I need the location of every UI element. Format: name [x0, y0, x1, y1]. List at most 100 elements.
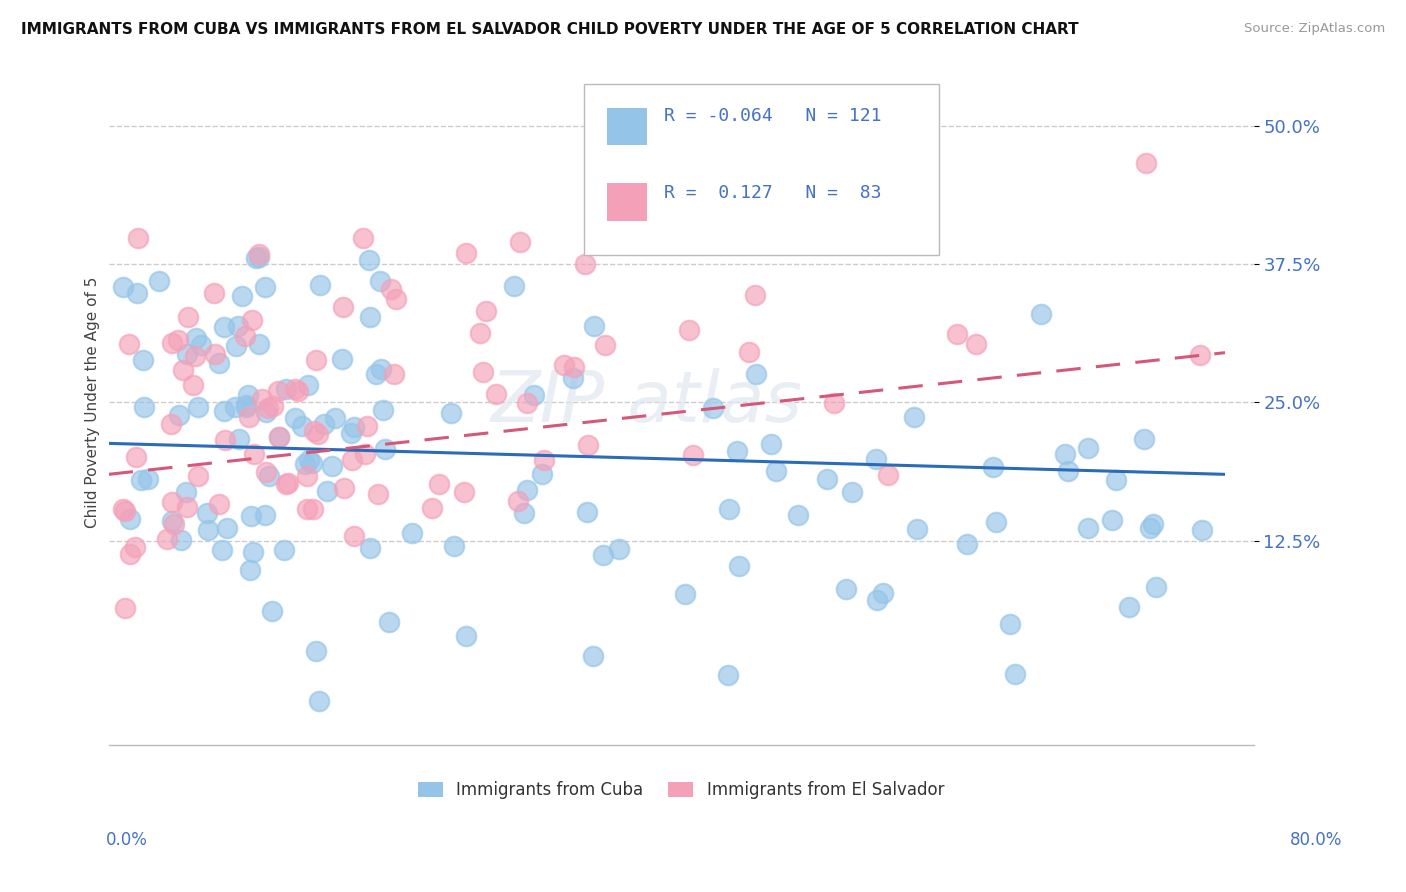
Point [245, 251, 267, 265]
Point [1105, 473, 1128, 487]
Point [204, 347, 226, 361]
Point [1004, 667, 1026, 681]
Point [725, 444, 748, 458]
Point [1077, 441, 1099, 455]
Point [330, 352, 353, 367]
Point [304, 424, 326, 438]
Point [195, 506, 218, 520]
Point [576, 505, 599, 519]
Point [1142, 517, 1164, 532]
Point [981, 459, 1004, 474]
Point [815, 472, 838, 486]
Point [226, 318, 249, 333]
Point [284, 382, 307, 396]
Point [453, 484, 475, 499]
Point [523, 388, 546, 402]
Point [593, 338, 616, 352]
Point [401, 526, 423, 541]
Point [212, 320, 235, 334]
Point [475, 304, 498, 318]
Point [212, 403, 235, 417]
Point [235, 398, 257, 412]
Point [125, 450, 148, 464]
Point [382, 367, 405, 381]
Point [738, 345, 761, 359]
Point [440, 406, 463, 420]
FancyBboxPatch shape [583, 84, 939, 255]
Point [190, 338, 212, 352]
Point [162, 495, 184, 509]
Point [202, 285, 225, 300]
Point [506, 494, 529, 508]
Bar [607, 183, 647, 220]
Point [273, 542, 295, 557]
Point [1139, 521, 1161, 535]
Point [965, 336, 987, 351]
Point [607, 542, 630, 557]
Point [359, 310, 381, 325]
Point [295, 469, 318, 483]
Point [236, 388, 259, 402]
Point [456, 246, 478, 260]
Point [308, 694, 330, 708]
Point [160, 514, 183, 528]
Point [111, 502, 134, 516]
Point [332, 300, 354, 314]
Point [267, 430, 290, 444]
Point [163, 516, 186, 531]
Text: 80.0%: 80.0% [1291, 831, 1343, 849]
Point [170, 533, 193, 548]
Point [118, 512, 141, 526]
Point [301, 456, 323, 470]
Point [745, 367, 768, 381]
Point [239, 563, 262, 577]
Point [371, 403, 394, 417]
Point [112, 280, 135, 294]
Point [129, 473, 152, 487]
Point [305, 643, 328, 657]
Point [340, 425, 363, 440]
Point [172, 363, 194, 377]
Point [380, 282, 402, 296]
Point [267, 384, 290, 398]
Point [238, 410, 260, 425]
Point [284, 410, 307, 425]
Point [716, 668, 738, 682]
Point [118, 337, 141, 351]
Legend: Immigrants from Cuba, Immigrants from El Salvador: Immigrants from Cuba, Immigrants from El… [412, 774, 950, 805]
Point [291, 419, 314, 434]
Point [1056, 464, 1078, 478]
Point [359, 253, 381, 268]
Point [513, 506, 536, 520]
Point [323, 411, 346, 425]
Point [727, 558, 749, 573]
Point [956, 537, 979, 551]
Point [176, 500, 198, 514]
Point [984, 516, 1007, 530]
Point [673, 587, 696, 601]
Point [370, 362, 392, 376]
Text: R =  0.127   N =  83: R = 0.127 N = 83 [664, 185, 882, 202]
Point [274, 476, 297, 491]
Point [224, 400, 246, 414]
Point [471, 365, 494, 379]
Point [132, 400, 155, 414]
Text: 0.0%: 0.0% [105, 831, 148, 849]
Point [835, 582, 858, 597]
Point [247, 250, 270, 264]
Point [378, 615, 401, 629]
Point [233, 329, 256, 343]
Point [502, 279, 524, 293]
Point [582, 319, 605, 334]
Point [297, 378, 319, 392]
Point [197, 523, 219, 537]
Point [516, 483, 538, 497]
Point [187, 400, 209, 414]
Point [1031, 307, 1053, 321]
Point [262, 604, 284, 618]
Point [214, 433, 236, 447]
Point [356, 419, 378, 434]
Point [118, 547, 141, 561]
Point [314, 417, 336, 432]
Point [307, 426, 329, 441]
